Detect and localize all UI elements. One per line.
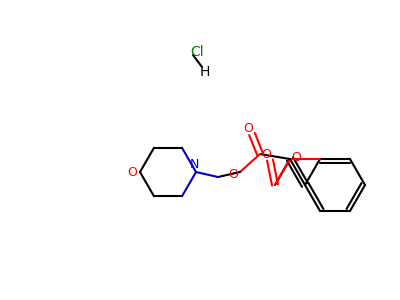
Text: O: O — [261, 148, 271, 161]
Text: N: N — [189, 158, 199, 170]
Text: O: O — [291, 151, 301, 164]
Text: H: H — [200, 65, 210, 79]
Text: Cl: Cl — [190, 45, 204, 59]
Text: O: O — [228, 167, 238, 181]
Text: O: O — [127, 166, 137, 178]
Text: O: O — [243, 122, 253, 134]
